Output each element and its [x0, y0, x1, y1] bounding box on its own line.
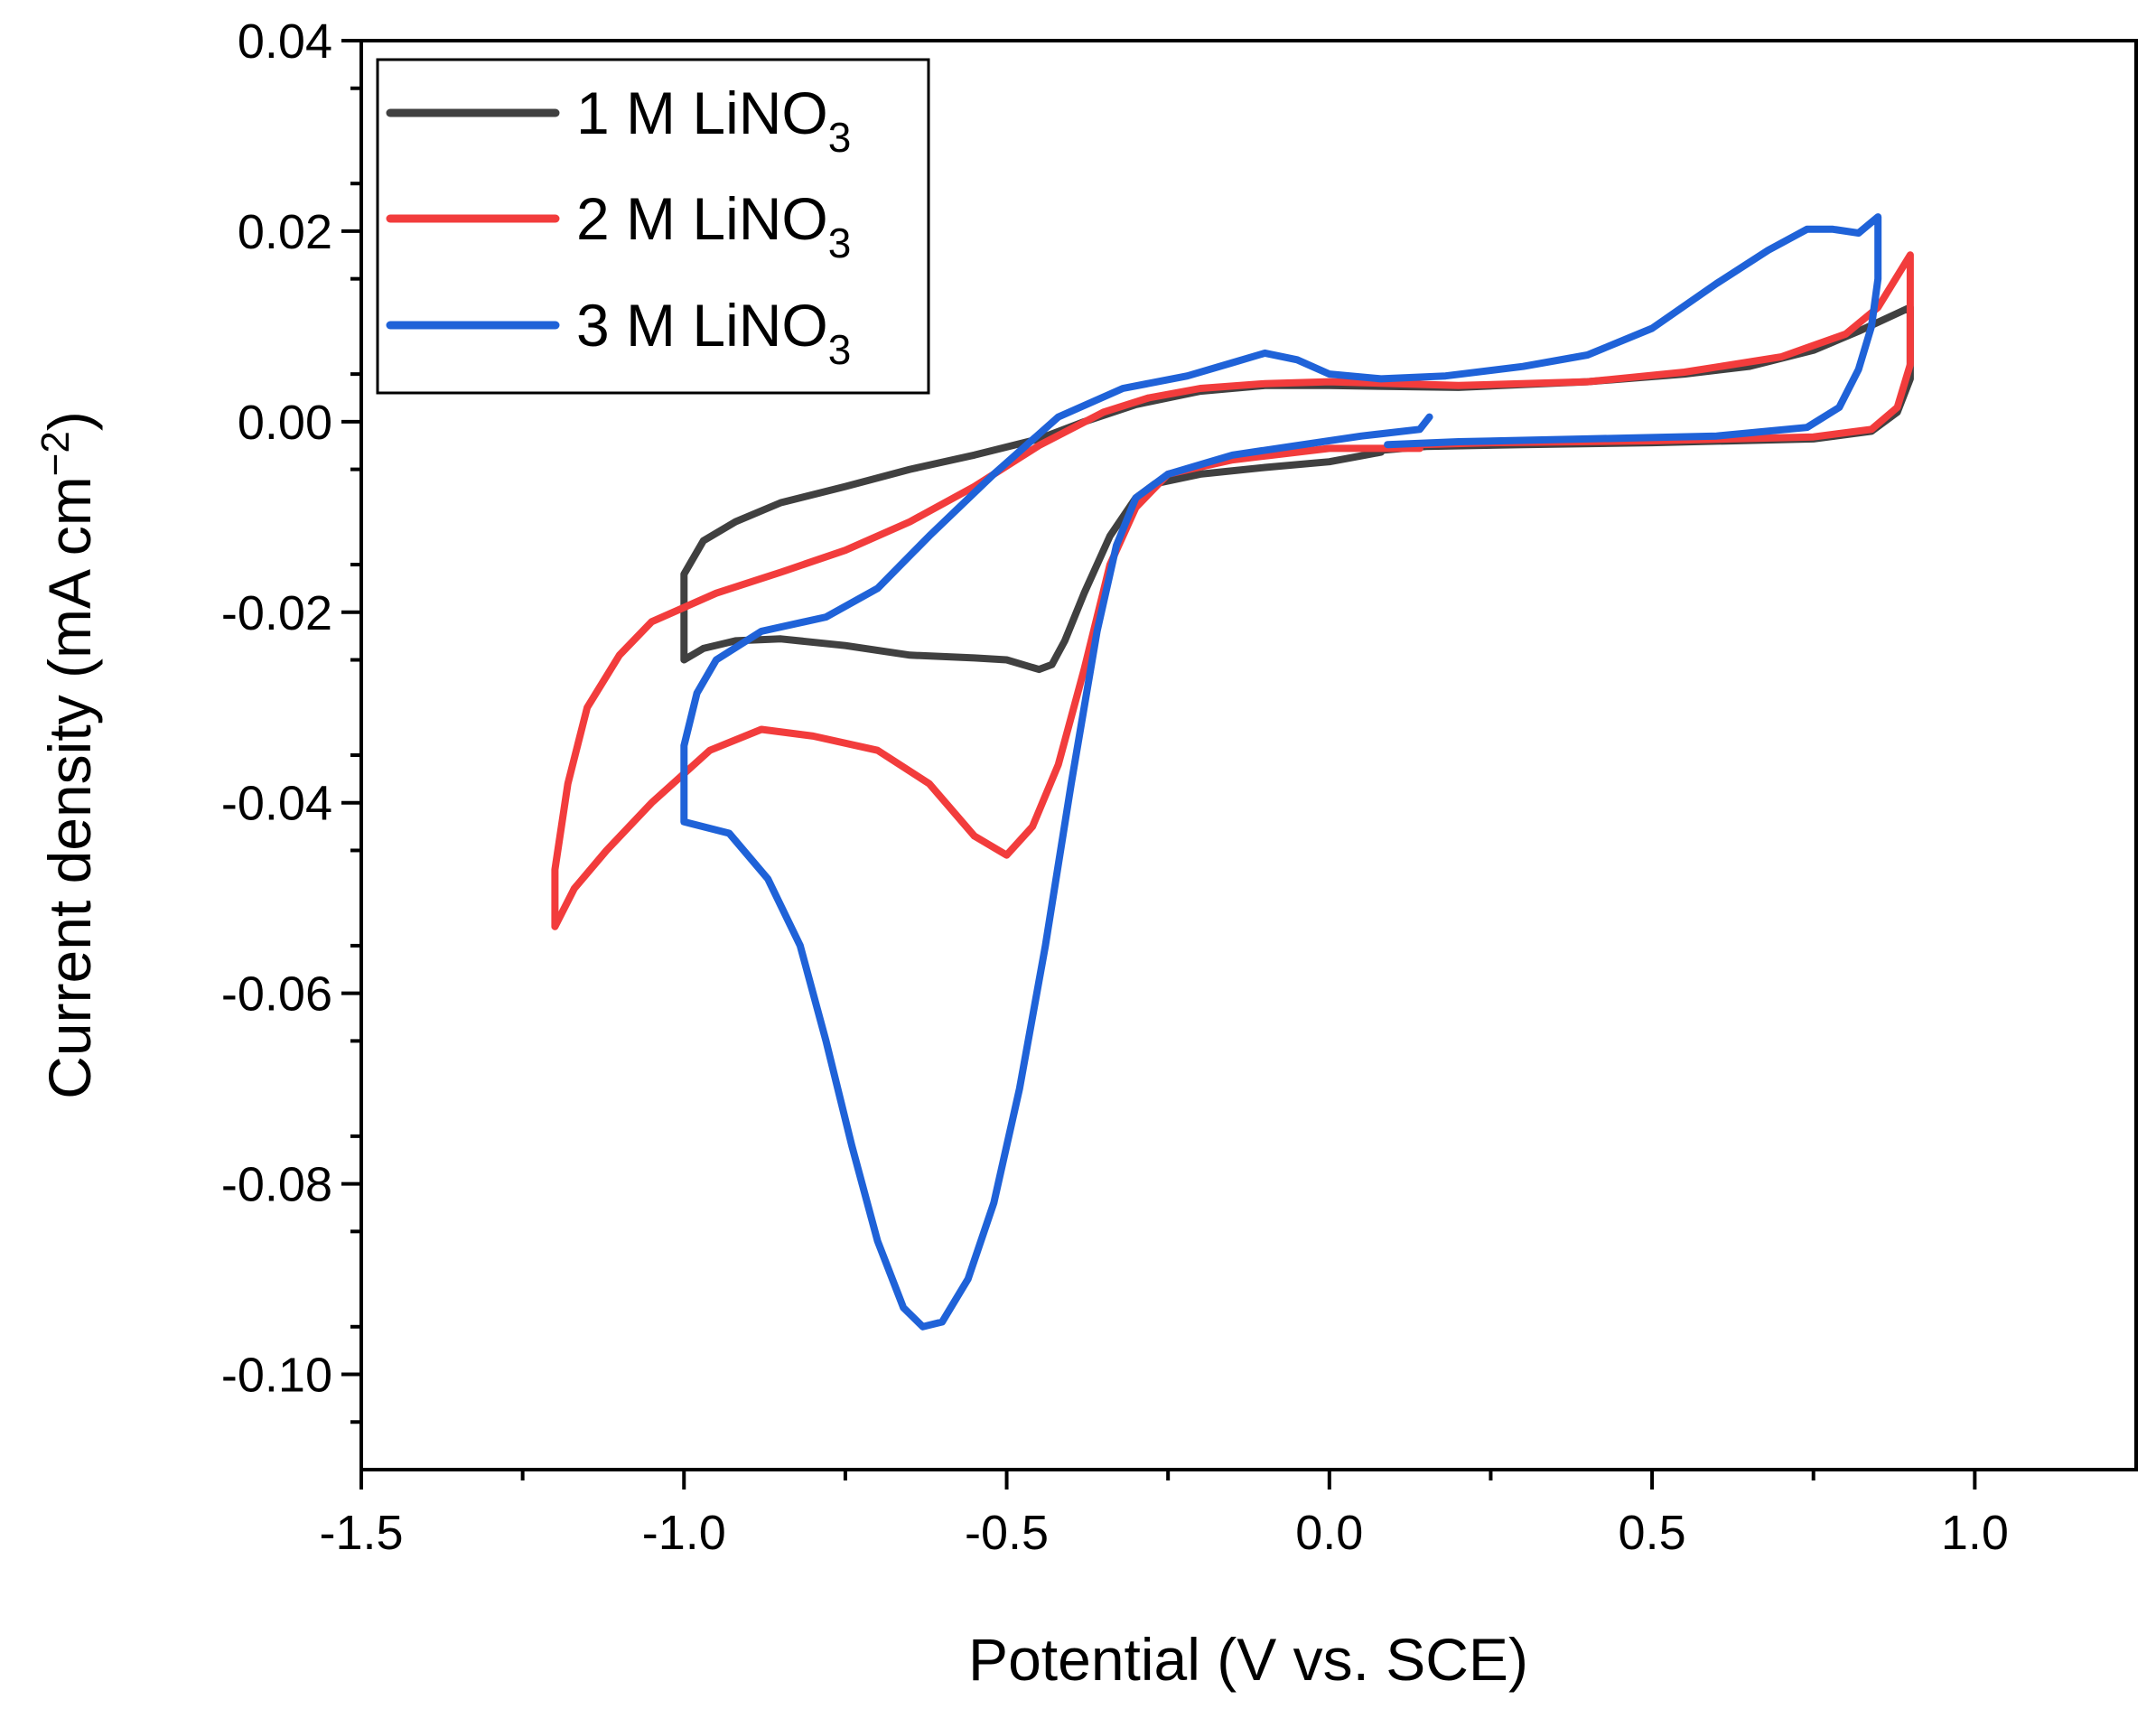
- y-tick-label: -0.04: [221, 777, 332, 831]
- x-tick-label: 0.5: [1619, 1506, 1686, 1560]
- series-group: [551, 213, 1914, 1331]
- legend: 1 M LiNO3 2 M LiNO3 3 M LiNO3: [376, 58, 930, 395]
- y-tick-label: 0.04: [238, 14, 332, 69]
- legend-label-1m: 1 M LiNO3: [576, 79, 851, 161]
- y-axis-title-sup: −2: [33, 431, 78, 476]
- legend-item-2: 2 M LiNO3: [386, 185, 851, 266]
- x-axis-ticks: [359, 1470, 1977, 1490]
- legend-item-1: 1 M LiNO3: [386, 79, 851, 161]
- y-axis-ticks: [341, 39, 361, 1424]
- x-axis-tick-labels: -1.5 -1.0 -0.5 0.0 0.5 1.0: [319, 1506, 2008, 1560]
- x-tick-label: 0.0: [1295, 1506, 1363, 1560]
- y-tick-label: 0.02: [238, 205, 332, 259]
- x-tick-label: 1.0: [1941, 1506, 2009, 1560]
- legend-label-2m: 2 M LiNO3: [576, 185, 851, 266]
- x-axis-title: Potential (V vs. SCE): [968, 1626, 1528, 1693]
- legend-label-3m: 3 M LiNO3: [576, 292, 851, 373]
- series-line-3m: [680, 213, 1882, 1331]
- x-tick-label: -1.0: [642, 1506, 726, 1560]
- y-axis-title-main: Current density (mA cm: [36, 476, 103, 1099]
- x-tick-label: -0.5: [965, 1506, 1049, 1560]
- y-tick-label: -0.08: [221, 1158, 332, 1212]
- y-axis-tick-labels: 0.04 0.02 0.00 -0.02 -0.04 -0.06 -0.08 -0.10: [221, 14, 332, 1403]
- y-axis-title-end: ): [36, 411, 103, 431]
- legend-item-3: 3 M LiNO3: [386, 292, 851, 373]
- x-tick-label: -1.5: [319, 1506, 403, 1560]
- y-tick-label: -0.10: [221, 1349, 332, 1403]
- y-tick-label: -0.06: [221, 967, 332, 1022]
- y-axis-title: Current density (mA cm−2): [33, 411, 103, 1099]
- y-tick-label: -0.02: [221, 586, 332, 640]
- y-tick-label: 0.00: [238, 396, 332, 450]
